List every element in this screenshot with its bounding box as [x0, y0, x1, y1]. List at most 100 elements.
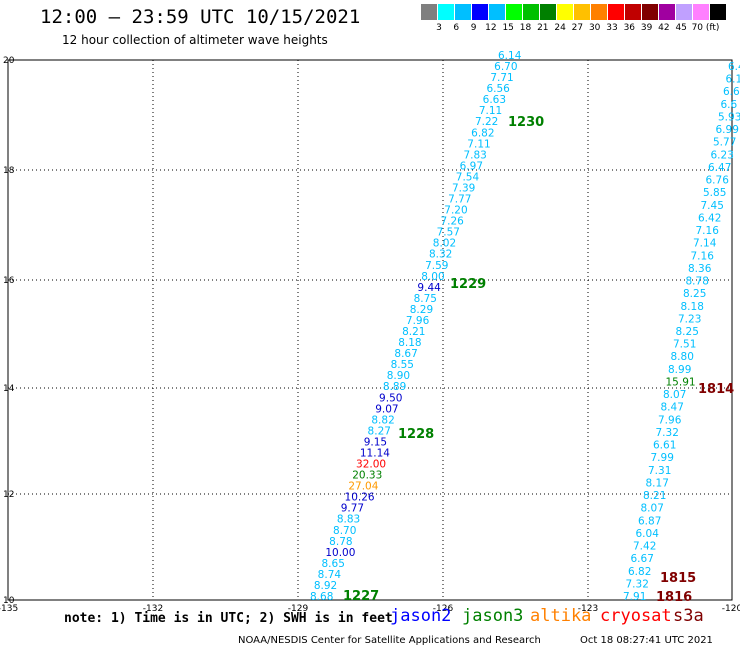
legend-swatch [557, 4, 573, 20]
swh-value: 8.55 [391, 359, 414, 371]
swh-value: 9.15 [364, 436, 387, 448]
y-tick-label: 20 [3, 56, 15, 66]
y-tick-label: 12 [3, 490, 14, 500]
swh-value: 8.80 [671, 351, 694, 363]
swh-value: 8.74 [318, 569, 342, 581]
swh-value: 7.16 [696, 225, 720, 237]
swh-value: 8.68 [310, 591, 333, 603]
swh-value: 7.14 [693, 238, 717, 250]
swh-value: 9.44 [417, 282, 441, 294]
y-tick-label: 16 [3, 276, 15, 286]
legend-swatch [591, 4, 607, 20]
swh-value: 20.33 [352, 470, 382, 482]
swh-value: 7.45 [701, 200, 724, 212]
swh-value: 7.99 [651, 452, 674, 464]
swh-value: 8.83 [337, 514, 360, 526]
swh-value: 8.02 [433, 238, 456, 250]
swh-value: 7.32 [656, 427, 679, 439]
swh-value: 6.23 [711, 149, 734, 161]
time-label: 1230 [508, 115, 544, 130]
swh-value: 8.29 [410, 304, 433, 316]
swh-value: 6.67 [631, 553, 654, 565]
swh-value: 7.71 [490, 72, 513, 84]
swh-value: 7.96 [406, 315, 430, 327]
swh-value: 6.56 [486, 83, 510, 95]
legend-label: 21 [537, 23, 549, 33]
swh-value: 9.77 [341, 503, 364, 515]
legend-label: 30 [588, 23, 601, 33]
swh-value: 7.77 [448, 194, 471, 206]
legend-label: 6 [453, 23, 460, 33]
time-label: 1229 [450, 277, 486, 292]
x-tick-label: -123 [578, 604, 598, 614]
legend-label: 3 [436, 23, 442, 33]
swh-value: 11.14 [360, 447, 390, 459]
swh-value: 8.67 [394, 348, 417, 360]
swh-value: 8.21 [402, 326, 425, 338]
legend-label: 18 [519, 23, 532, 33]
legend-label: 9 [470, 23, 477, 33]
swh-value: 6.6 [723, 86, 740, 98]
swh-value: 8.25 [676, 326, 699, 338]
swh-value: 7.31 [648, 465, 671, 477]
swh-value: 8.07 [663, 389, 686, 401]
x-tick-label: -126 [433, 604, 454, 614]
swh-value: 8.32 [429, 249, 452, 261]
swh-value: 7.51 [673, 339, 696, 351]
swh-value: 8.89 [383, 381, 406, 393]
legend-swatch [642, 4, 658, 20]
swh-value: 6.76 [706, 175, 730, 187]
swh-value: 9.07 [375, 403, 398, 415]
legend-label: 27 [571, 23, 584, 33]
legend-swatch [625, 4, 641, 20]
swh-value: 9.50 [379, 392, 402, 404]
time-label: 1814 [698, 382, 734, 397]
legend-swatch [659, 4, 675, 20]
swh-value: 6.14 [498, 50, 522, 62]
swh-value: 7.16 [691, 250, 715, 262]
swh-value: 8.65 [322, 558, 345, 570]
swh-value: 6.61 [653, 440, 676, 452]
swh-value: 7.83 [463, 149, 486, 161]
x-tick-label: -120 [722, 604, 740, 614]
swh-value: 7.22 [475, 116, 498, 128]
legend-label: 42 [658, 23, 670, 33]
swh-value: 6.97 [460, 160, 483, 172]
swh-value: 8.27 [368, 425, 391, 437]
legend-label: 36 [623, 23, 636, 33]
x-tick-label: -129 [288, 604, 309, 614]
swh-value: 6.82 [628, 566, 651, 578]
y-tick-label: 10 [3, 596, 15, 606]
footer-timestamp: Oct 18 08:27:41 UTC 2021 [580, 635, 713, 646]
x-tick-label: -132 [143, 604, 163, 614]
legend-swatch [421, 4, 437, 20]
legend-swatch [710, 4, 726, 20]
swh-value: 8.70 [333, 525, 356, 537]
swh-value: 8.92 [314, 580, 337, 592]
time-label: 1816 [656, 590, 692, 605]
swh-value: 8.90 [387, 370, 410, 382]
legend-label: 33 [606, 23, 618, 33]
swh-value: 10.00 [325, 547, 355, 559]
swh-value: 27.04 [348, 481, 378, 493]
swh-value: 10.26 [345, 492, 375, 504]
swh-value: 7.54 [456, 171, 480, 183]
swh-value: 7.96 [658, 414, 682, 426]
legend-swatch [523, 4, 539, 20]
swh-value: 6.47 [708, 162, 731, 174]
swh-value: 6.87 [638, 515, 661, 527]
swh-value: 6.4 [728, 61, 740, 73]
swh-value: 7.32 [626, 578, 649, 590]
swh-value: 6.82 [471, 127, 494, 139]
swh-value: 7.11 [467, 138, 490, 150]
swh-value: 8.00 [421, 271, 444, 283]
swh-value: 6.70 [494, 61, 517, 73]
note-text: note: 1) Time is in UTC; 2) SWH is in fe… [64, 611, 393, 626]
swh-value: 6.6 [721, 99, 738, 111]
legend-swatch [506, 4, 522, 20]
swh-value: 8.21 [643, 490, 666, 502]
satellite-label: s3a [673, 606, 704, 626]
map-subtitle: 12 hour collection of altimeter wave hei… [62, 33, 328, 47]
swh-value: 7.39 [452, 182, 475, 194]
